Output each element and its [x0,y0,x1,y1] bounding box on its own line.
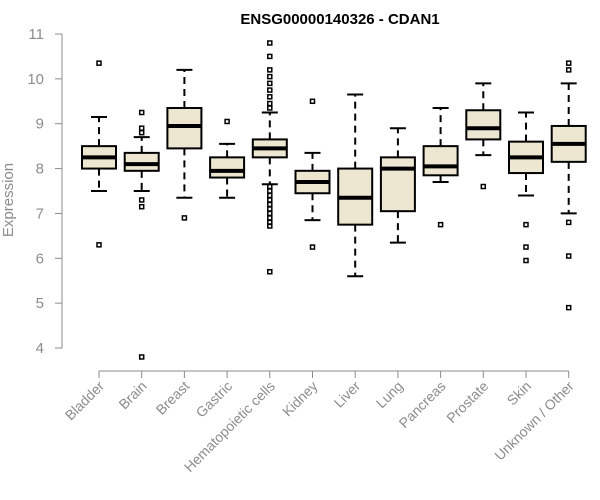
outlier-point [309,244,316,250]
y-tick-label: 9 [36,116,44,133]
y-tick-label: 6 [36,250,44,267]
outlier-point [267,188,273,194]
outlier-point [138,354,145,360]
x-tick-label: Skin [504,378,535,409]
chart-title: ENSG00000140326 - CDAN1 [240,11,439,28]
outlier-point [565,253,572,259]
outlier-point [480,183,487,190]
outlier-point [523,257,529,264]
outlier-point [565,67,572,73]
box-bladder [81,60,117,248]
iqr-box [123,151,160,172]
outlier-point [267,53,273,60]
outlier-point [309,98,316,105]
outlier-point [267,73,273,80]
outlier-point [267,197,273,203]
x-tick-label: Liver [331,378,364,411]
x-tick-label: Prostate [443,378,491,426]
outlier-point [224,118,230,125]
iqr-box [209,156,246,179]
y-tick-label: 8 [36,161,44,178]
outlier-point [565,219,572,226]
outlier-point [267,94,273,100]
y-tick-label: 7 [36,205,44,222]
box-lung [379,127,416,244]
boxes-group [81,40,587,360]
outlier-point [267,201,273,208]
outlier-point [96,242,102,248]
x-tick-label: Pancreas [396,378,449,431]
iqr-box [379,156,416,213]
y-tick-label: 4 [36,340,44,357]
x-tick-label: Lung [373,378,406,411]
outlier-point [138,203,145,210]
y-axis-label: Expression [0,163,17,237]
box-prostate [465,82,502,190]
outlier-point [267,183,273,190]
outlier-point [267,215,273,221]
outlier-point [267,80,273,87]
outlier-point [565,60,572,66]
outlier-point [138,129,145,136]
outlier-point [138,109,145,116]
x-tick-label: Unknown / Other [491,378,577,464]
box-skin [508,111,544,264]
outlier-point [267,105,273,111]
box-liver [337,93,374,278]
outlier-point [267,268,273,275]
box-brain [123,109,160,360]
outlier-point [138,125,145,131]
outlier-point [267,223,273,229]
outlier-point [267,192,273,199]
outlier-point [267,67,273,73]
x-tick-label: Gastric [193,378,236,421]
box-pancreas [422,107,459,228]
iqr-box [465,109,502,141]
outlier-point [96,60,102,66]
outlier-point [267,206,273,212]
outlier-point [523,244,529,250]
outlier-point [267,100,273,107]
x-tick-label: Kidney [279,378,321,420]
y-tick-label: 11 [28,26,44,43]
x-tick-label: Bladder [62,378,108,424]
y-axis: 4 5 6 7 8 9 10 11 [27,26,63,357]
x-tick-label: Brain [115,378,149,412]
outlier-point [523,221,529,228]
iqr-box [166,107,203,150]
y-tick-label: 10 [27,71,44,88]
outlier-point [138,197,145,203]
box-unknown-other [550,60,587,311]
x-tick-label: Breast [153,378,193,418]
outlier-point [181,215,188,221]
outlier-point [267,87,273,93]
box-gastric [209,118,246,199]
box-kidney [294,98,331,250]
box-hematopoietic-cells [251,40,288,275]
iqr-box [422,145,459,177]
y-tick-label: 5 [36,295,44,312]
outlier-point [437,221,444,228]
outlier-point [565,304,572,311]
outlier-point [267,40,273,46]
outlier-point [267,210,273,217]
box-breast [166,68,203,221]
